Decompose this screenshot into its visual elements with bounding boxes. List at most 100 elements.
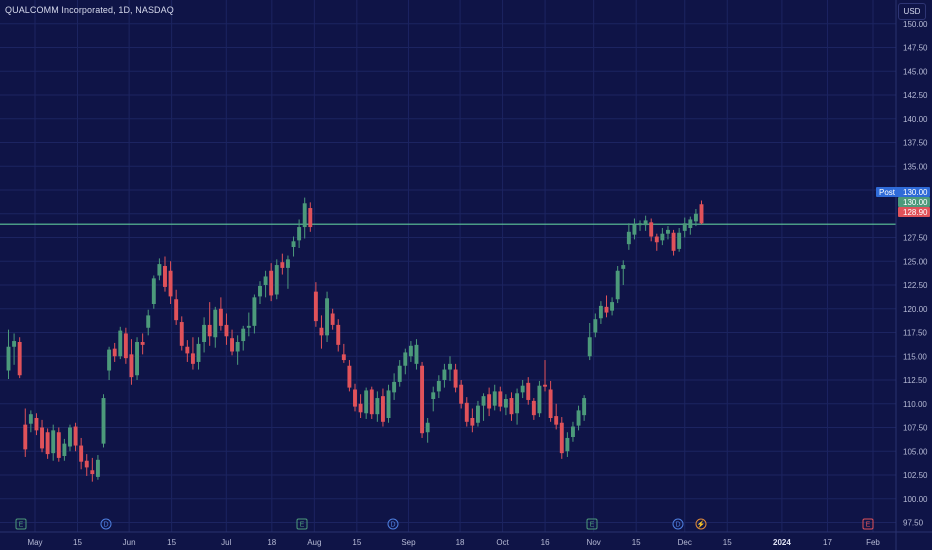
price-tick-label: 117.50	[903, 329, 927, 338]
candle-body	[403, 352, 408, 366]
candle-body	[660, 233, 665, 241]
candle-body	[157, 264, 162, 276]
currency-button[interactable]: USD	[898, 3, 926, 20]
candle-body	[442, 369, 447, 380]
candle-body	[386, 390, 391, 418]
candle-body	[218, 308, 223, 326]
time-tick-label: Jul	[221, 538, 231, 547]
time-tick-label: Aug	[307, 538, 321, 547]
candle-body	[163, 266, 167, 287]
candle-body	[375, 398, 380, 415]
dividend-marker[interactable]	[100, 518, 112, 530]
time-tick-label: 15	[73, 538, 82, 547]
dividend-marker[interactable]	[672, 518, 684, 530]
candle-body	[129, 354, 134, 378]
dividend-marker-label: D	[675, 522, 680, 529]
candle-body	[408, 345, 413, 357]
price-tick-label: 105.00	[903, 447, 928, 456]
candle-body	[582, 398, 587, 416]
candle-body	[263, 276, 268, 285]
price-tick-label: 125.00	[903, 257, 928, 266]
candle-body	[392, 381, 397, 393]
candle-body	[325, 298, 330, 336]
time-tick-label: 15	[167, 538, 176, 547]
earnings-marker[interactable]	[15, 518, 27, 530]
price-tick-label: 122.50	[903, 281, 928, 290]
earnings-marker[interactable]	[586, 518, 598, 530]
split-marker[interactable]	[695, 518, 707, 530]
candle-body	[638, 223, 642, 226]
candle-body	[576, 410, 581, 426]
time-tick-label: 18	[456, 538, 465, 547]
candle-body	[285, 259, 290, 268]
candle-body	[475, 405, 480, 423]
candle-body	[135, 342, 139, 376]
candle-body	[436, 380, 441, 392]
time-tick-label: 15	[352, 538, 361, 547]
candle-body	[297, 227, 302, 241]
candle-body	[40, 427, 44, 449]
time-axis[interactable]: May 15 Jun 15 Jul 18 Aug 15 Sep 18 Oct 16 Nov 15 Dec 15…	[27, 538, 880, 547]
candle-body	[95, 459, 100, 477]
price-tick-label: 102.50	[903, 471, 928, 480]
candle-body	[280, 262, 285, 268]
candle-body	[666, 229, 670, 234]
candle-body	[559, 422, 564, 454]
candle-body	[291, 241, 296, 247]
time-tick-label: Dec	[678, 538, 692, 547]
price-tick-label: 100.00	[903, 495, 928, 504]
candle-body	[688, 219, 693, 228]
dividend-marker[interactable]	[387, 518, 399, 530]
candlestick-series	[6, 197, 704, 482]
candle-body	[554, 416, 559, 425]
earnings-marker-label: E	[590, 522, 595, 529]
candle-body	[51, 430, 56, 454]
econ-marker-label: E	[866, 522, 871, 529]
price-tick-label: 97.50	[903, 519, 924, 528]
candle-body	[487, 394, 492, 409]
price-tick-label: 142.50	[903, 91, 928, 100]
symbol-title: QUALCOMM Incorporated, 1D, NASDAQ	[5, 5, 174, 15]
level-badge	[898, 207, 930, 217]
time-tick-label: May	[27, 538, 42, 547]
candle-body	[62, 443, 67, 456]
price-badges: Post 130.00 130.00 128.90	[876, 187, 930, 217]
candle-body	[274, 265, 279, 295]
econ-marker[interactable]	[862, 518, 874, 530]
last-close-value: 130.00	[903, 198, 928, 207]
candle-body	[68, 427, 72, 447]
candle-body	[526, 382, 531, 400]
candle-body	[621, 265, 626, 269]
candle-body	[448, 363, 452, 370]
candle-body	[531, 400, 536, 416]
candle-body	[28, 414, 33, 424]
candle-body	[174, 299, 179, 321]
time-tick-label: 15	[632, 538, 641, 547]
candle-body	[168, 270, 173, 297]
price-tick-label: 135.00	[903, 162, 928, 171]
earnings-marker[interactable]	[296, 518, 308, 530]
candle-body	[34, 418, 39, 431]
candle-body	[598, 305, 603, 319]
price-tick-label: 147.50	[903, 44, 928, 53]
candle-body	[632, 224, 637, 235]
candle-body	[151, 278, 156, 304]
candle-body	[45, 432, 50, 455]
level-value: 128.90	[903, 208, 928, 217]
time-tick-label: 2024	[773, 538, 791, 547]
event-markers[interactable]: E D E D E D ⚡ E	[15, 518, 874, 530]
price-tick-label: 127.50	[903, 234, 928, 243]
candle-body	[330, 313, 335, 325]
candle-body	[464, 402, 469, 422]
candle-body	[202, 324, 207, 342]
candle-body	[56, 432, 61, 458]
candle-body	[207, 324, 212, 337]
candle-body	[649, 222, 654, 237]
candle-body	[319, 327, 324, 336]
candle-body	[246, 325, 251, 328]
time-tick-label: 18	[267, 538, 276, 547]
candle-body	[313, 291, 318, 322]
candle-body	[587, 337, 592, 357]
